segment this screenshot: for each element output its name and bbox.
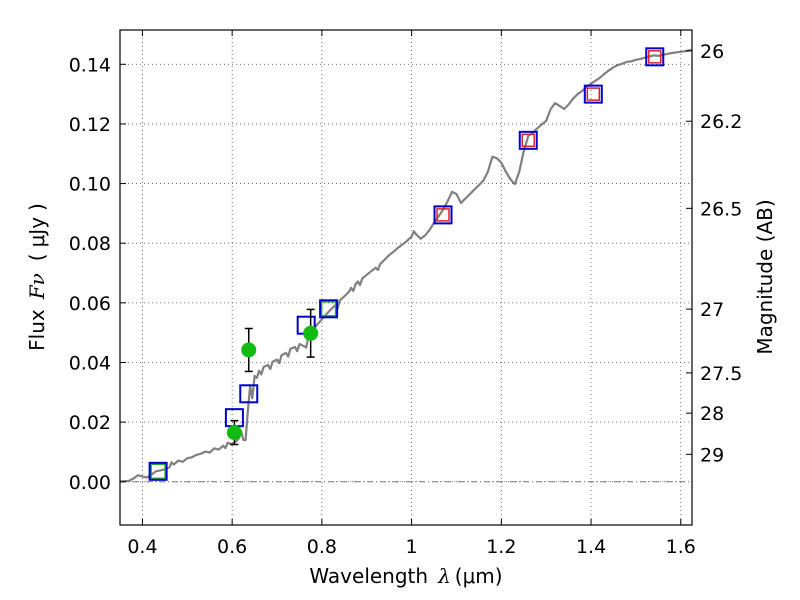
- y2-tick-label: 26: [700, 41, 724, 63]
- x-tick-label: 0.6: [217, 536, 247, 558]
- y2-axis-label: Magnitude (AB): [753, 199, 777, 354]
- x-tick-label: 1: [406, 536, 418, 558]
- green-square-marker: [150, 463, 166, 480]
- axis-ticks: 0.4 0.6 0.8 1 1.2 1.4 1.6 0.00 0.02 0.04 0.06 0.08 0…: [69, 30, 742, 558]
- plot-data: [119, 47, 693, 483]
- y-tick-label: 0.04: [69, 352, 111, 374]
- x-tick-label: 1.6: [666, 536, 696, 558]
- y2-tick-label: 27.5: [700, 363, 742, 385]
- grid: [120, 30, 692, 525]
- y-tick-label: 0.08: [69, 233, 111, 255]
- y-tick-label: 0.14: [69, 54, 111, 76]
- y2-tick-label: 29: [700, 444, 724, 466]
- y-axis-label: FluxFν(μJy): [25, 203, 49, 351]
- sed-model-line: [119, 48, 693, 483]
- red-square-marker: [436, 208, 450, 222]
- y2-tick-label: 26.2: [700, 111, 742, 133]
- green-square-marker: [320, 301, 337, 317]
- y-tick-label: 0.10: [69, 174, 111, 196]
- green-circle-marker: [226, 425, 242, 441]
- x-tick-label: 1.2: [486, 536, 516, 558]
- green-circle-marker: [303, 325, 319, 341]
- x-tick-label: 0.4: [127, 536, 157, 558]
- blue-square-marker: [319, 299, 339, 319]
- blue-square-marker: [583, 84, 603, 104]
- red-square-marker: [586, 87, 601, 101]
- y2-tick-label: 28: [700, 403, 724, 425]
- y-tick-label: 0.02: [69, 412, 111, 434]
- x-tick-label: 0.8: [307, 536, 337, 558]
- y2-tick-label: 26.5: [700, 198, 742, 220]
- y-tick-label: 0.00: [69, 472, 111, 494]
- blue-square-marker: [645, 47, 665, 67]
- x-axis-label: Wavelength λ (μm): [309, 564, 502, 588]
- y2-tick-label: 27: [700, 299, 724, 321]
- y-tick-label: 0.06: [69, 293, 111, 315]
- blue-square-marker: [148, 461, 168, 481]
- red-square-marker: [521, 133, 536, 148]
- blue-square-marker: [433, 205, 453, 225]
- blue-square-marker: [239, 384, 259, 404]
- y-tick-label: 0.12: [69, 114, 111, 136]
- x-tick-label: 1.4: [576, 536, 606, 558]
- green-circle-marker: [241, 342, 257, 358]
- plot-frame: [119, 29, 693, 526]
- red-square-marker: [648, 50, 662, 64]
- blue-square-marker: [518, 130, 538, 150]
